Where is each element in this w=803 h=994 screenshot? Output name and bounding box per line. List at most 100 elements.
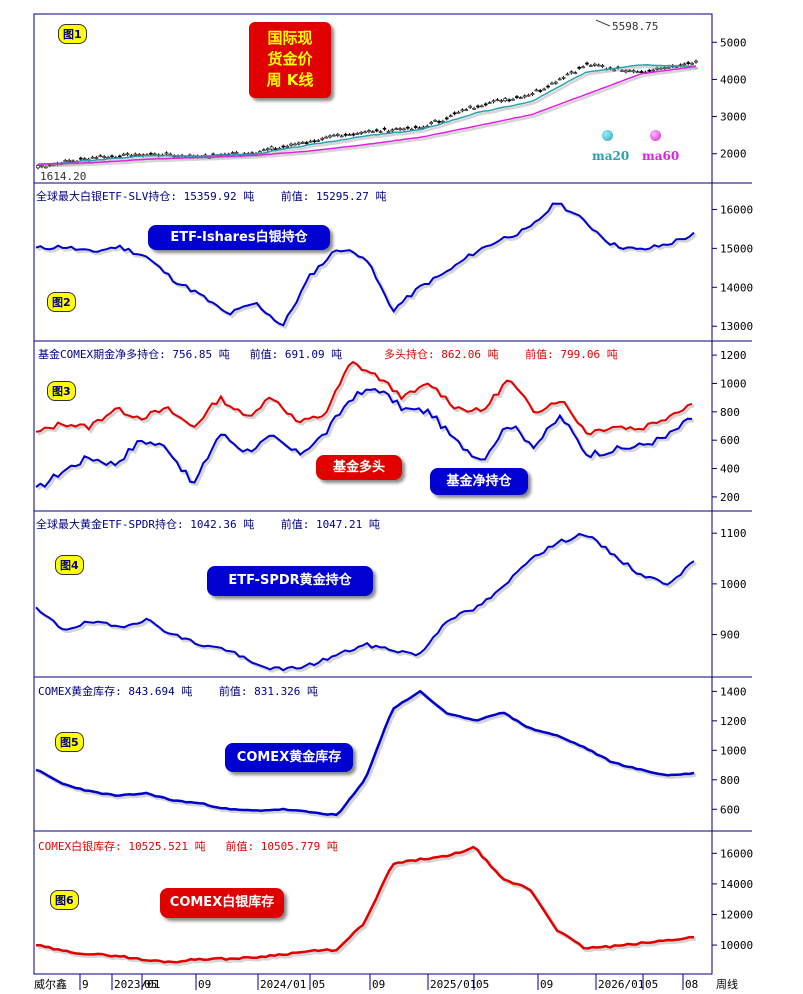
candle-body xyxy=(332,134,336,137)
x-tick-label: 2024/01 xyxy=(260,978,306,990)
slv-line xyxy=(35,202,695,327)
candle-body xyxy=(94,157,99,159)
figure-label-5: 图5 xyxy=(55,732,84,752)
y-tick-label: 5000 xyxy=(720,36,747,49)
comex-silver-label-box: COMEX白银库存 xyxy=(160,888,284,918)
slv-line-shadow xyxy=(37,204,698,330)
candle-body xyxy=(487,102,492,104)
plot-frame xyxy=(33,13,713,975)
candle-body xyxy=(511,98,515,101)
footer-left-label: 威尔鑫 xyxy=(34,977,67,990)
x-tick-label: 05 xyxy=(476,978,489,990)
x-tick-label: 09 xyxy=(540,978,553,990)
y-tick-label: 15000 xyxy=(720,242,753,255)
figure-label-3: 图3 xyxy=(47,381,76,401)
candle-body xyxy=(297,142,301,145)
y-tick-label: 800 xyxy=(720,774,740,787)
candle-body xyxy=(316,140,321,142)
title-line-1: 国际现 xyxy=(267,29,313,47)
high-annotation-line xyxy=(595,19,611,27)
candle-body xyxy=(569,71,574,74)
y-tick-label: 14000 xyxy=(720,878,753,891)
candle-body xyxy=(63,160,68,162)
candle-body xyxy=(518,97,523,99)
candle-body xyxy=(491,100,496,103)
low-annotation: 1614.20 xyxy=(40,170,86,183)
panel6-header: COMEX白银库存: 10525.521 吨 前值: 10505.779 吨 xyxy=(38,840,338,853)
slv-label-box: ETF-Ishares白银持仓 xyxy=(148,225,330,250)
candle-body xyxy=(320,137,325,140)
candle-body xyxy=(495,99,500,102)
candle-body xyxy=(464,109,469,111)
panel3-header-long: 多头持仓: 862.06 吨 前值: 799.06 吨 xyxy=(384,348,618,361)
candle-body xyxy=(526,94,531,97)
candle-body xyxy=(137,154,142,156)
x-tick-label: 05 xyxy=(144,978,157,990)
candle-body xyxy=(374,129,379,132)
candle-body xyxy=(149,152,153,155)
candle-body xyxy=(402,128,406,131)
candle-body xyxy=(394,128,399,131)
candle-body xyxy=(398,128,402,130)
candle-body xyxy=(573,72,578,75)
candle-body xyxy=(589,65,593,67)
title-line-3: 周 K线 xyxy=(266,71,314,89)
gold-weekly-title-box: 国际现 货金价 周 K线 xyxy=(249,22,331,98)
candle-body xyxy=(328,135,332,138)
x-tick-label: 2023/01 xyxy=(114,978,160,990)
candle-body xyxy=(561,77,566,79)
candle-body xyxy=(624,70,628,73)
spdr-line xyxy=(35,532,695,672)
candle-body xyxy=(386,130,391,133)
candle-body xyxy=(234,152,239,154)
fund-long-line-shadow xyxy=(37,362,695,438)
candle-body xyxy=(378,131,383,133)
spdr-line-shadow xyxy=(36,534,697,674)
y-tick-label: 200 xyxy=(720,491,740,504)
candle-body xyxy=(79,157,83,160)
candle-body xyxy=(499,100,504,102)
candle-body xyxy=(483,103,488,106)
candle-body xyxy=(164,152,169,155)
candle-body xyxy=(437,121,441,123)
candle-body xyxy=(554,81,558,84)
candle-body xyxy=(538,90,543,92)
candle-body xyxy=(429,122,434,124)
panel3-header-net: 基金COMEX期金净多持仓: 756.85 吨 前值: 691.09 吨 xyxy=(38,348,343,361)
panel5-header: COMEX黄金库存: 843.694 吨 前值: 831.326 吨 xyxy=(38,685,319,698)
candle-body xyxy=(351,133,356,136)
candle-body xyxy=(300,142,305,144)
footer-right-label: 周线 xyxy=(716,977,738,990)
y-tick-label: 1000 xyxy=(720,377,747,390)
candle-body xyxy=(324,136,328,139)
figure-label-4: 图4 xyxy=(55,555,84,575)
candle-body xyxy=(43,166,48,169)
candle-body xyxy=(125,153,130,156)
candle-body xyxy=(36,165,40,169)
candle-body xyxy=(153,153,157,156)
y-tick-label: 1200 xyxy=(720,715,747,728)
candle-body xyxy=(631,70,636,73)
candle-body xyxy=(592,63,597,66)
candle-body xyxy=(304,142,309,144)
y-tick-label: 10000 xyxy=(720,939,753,952)
comex-gold-line xyxy=(35,689,695,817)
candle-body xyxy=(347,134,352,136)
candle-body xyxy=(585,62,589,65)
fund-long-line xyxy=(35,360,693,436)
candle-body xyxy=(413,126,418,128)
candle-body xyxy=(133,153,138,156)
candle-body xyxy=(445,117,449,120)
ma20-legend-label: ma20 xyxy=(592,149,630,163)
candle-body xyxy=(441,120,445,123)
y-tick-label: 600 xyxy=(720,803,740,816)
candle-body xyxy=(612,69,617,72)
long-label-box: 基金多头 xyxy=(316,455,402,480)
candle-body xyxy=(596,64,601,67)
figure-label-1: 图1 xyxy=(58,24,87,44)
candle-body xyxy=(82,158,87,160)
figure-label-2: 图2 xyxy=(47,292,76,312)
candle-body xyxy=(565,73,570,76)
